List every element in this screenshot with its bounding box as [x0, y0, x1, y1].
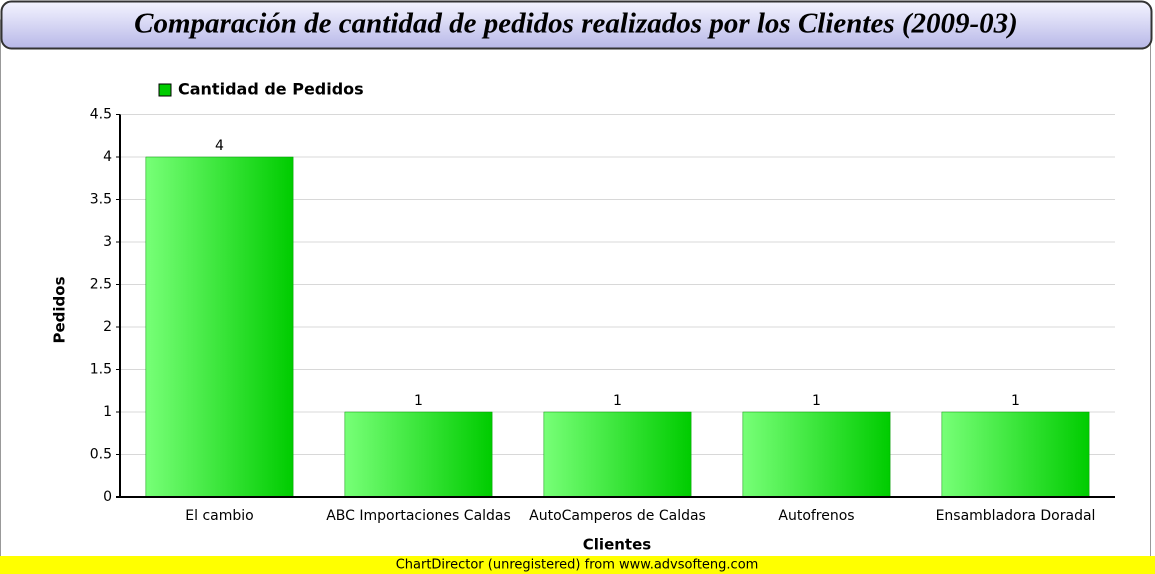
x-axis-label: Clientes — [583, 536, 651, 554]
data-label: 1 — [812, 393, 821, 409]
data-label: 4 — [215, 138, 224, 154]
y-tick-label: 2 — [103, 319, 112, 335]
bar — [543, 411, 692, 498]
bar — [145, 156, 294, 498]
y-tick-label: 3.5 — [90, 192, 112, 208]
y-tick-label: 4.5 — [90, 107, 112, 123]
data-label: 1 — [414, 393, 423, 409]
y-tick-label: 4 — [103, 149, 112, 165]
data-label: 1 — [613, 393, 622, 409]
legend-swatch — [158, 83, 172, 97]
data-label: 1 — [1011, 393, 1020, 409]
chart-title: Comparación de cantidad de pedidos reali… — [134, 8, 1018, 40]
x-tick-label: Autofrenos — [778, 508, 854, 524]
footer-bar — [0, 556, 1155, 574]
y-tick-label: 1.5 — [90, 362, 112, 378]
y-axis-label: Pedidos — [51, 276, 69, 343]
x-tick-label: El cambio — [185, 508, 253, 524]
x-tick-label: ABC Importaciones Caldas — [326, 508, 511, 524]
footer: ChartDirector (unregistered) from www.ad… — [396, 558, 759, 573]
legend-label: Cantidad de Pedidos — [178, 80, 364, 99]
title-bar — [0, 0, 1153, 50]
y-tick-label: 1 — [103, 404, 112, 420]
y-tick-label: 2.5 — [90, 277, 112, 293]
bar — [742, 411, 891, 498]
y-tick-label: 0 — [103, 489, 112, 505]
bar — [941, 411, 1090, 498]
x-tick-label: Ensambladora Doradal — [936, 508, 1096, 524]
y-tick-label: 3 — [103, 234, 112, 250]
y-tick-label: 0.5 — [90, 447, 112, 463]
x-tick-label: AutoCamperos de Caldas — [529, 508, 706, 524]
bar — [344, 411, 493, 498]
